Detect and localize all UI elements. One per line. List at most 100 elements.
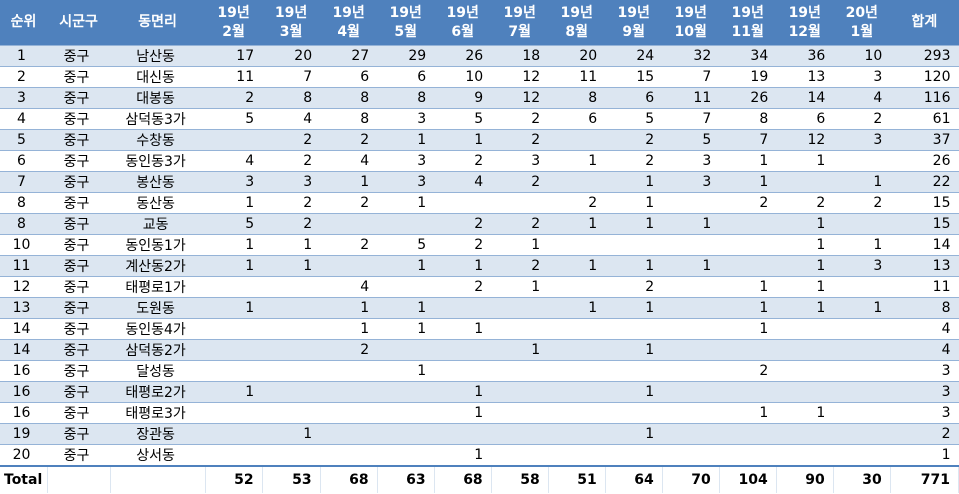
number-cell	[719, 444, 777, 467]
number-cell	[776, 423, 834, 445]
text-cell: 중구	[47, 87, 111, 109]
number-cell: 11	[548, 66, 606, 88]
number-cell: 64	[605, 465, 663, 493]
number-cell: 1	[377, 255, 435, 277]
number-cell	[605, 360, 663, 382]
number-cell: 1	[776, 234, 834, 256]
number-cell: 2	[833, 108, 891, 130]
total-row: Total 52 53 68 63 68 58 51 64 70 104 90 30 771	[0, 465, 959, 493]
number-cell	[205, 318, 263, 340]
number-cell: 2	[434, 150, 492, 172]
table-row: 11 중구 계산동2가 1 1 1 1 2 1 1 1 1 3 13	[0, 255, 959, 277]
number-cell	[205, 402, 263, 424]
number-cell: 2	[434, 234, 492, 256]
number-cell	[605, 444, 663, 467]
column-header: 합계	[890, 0, 959, 46]
number-cell: 2	[491, 129, 549, 151]
text-cell: 중구	[47, 423, 111, 445]
text-cell: 교동	[110, 213, 206, 235]
number-cell: 8	[548, 87, 606, 109]
number-cell	[833, 360, 891, 382]
number-cell: 1	[548, 255, 606, 277]
number-cell: 3	[205, 171, 263, 193]
number-cell	[833, 339, 891, 361]
number-cell	[262, 381, 321, 403]
text-cell: 16	[0, 402, 48, 424]
text-cell: 중구	[47, 108, 111, 130]
text-cell: 상서동	[110, 444, 206, 467]
number-cell: 20	[548, 45, 606, 67]
number-cell	[662, 402, 720, 424]
number-cell: 1	[320, 318, 378, 340]
text-cell: 중구	[47, 381, 111, 403]
text-cell: 중구	[47, 129, 111, 151]
number-cell	[377, 423, 435, 445]
number-cell: 68	[434, 465, 492, 493]
number-cell: 7	[719, 129, 777, 151]
number-cell: 1	[776, 213, 834, 235]
number-cell	[205, 276, 263, 298]
table-row: 6 중구 동인동3가 4 2 4 3 2 3 1 2 3 1 1 26	[0, 150, 959, 172]
number-cell: 1	[605, 171, 663, 193]
number-cell	[491, 423, 549, 445]
number-cell	[833, 444, 891, 467]
table-row: 12 중구 태평로1가 4 2 1 2 1 1 11	[0, 276, 959, 298]
number-cell: 3	[833, 129, 891, 151]
number-cell	[320, 360, 378, 382]
text-cell: 삼덕동2가	[110, 339, 206, 361]
number-cell: 53	[262, 465, 321, 493]
text-cell: 14	[0, 318, 48, 340]
number-cell: 2	[491, 171, 549, 193]
number-cell: 29	[377, 45, 435, 67]
number-cell	[205, 360, 263, 382]
number-cell	[833, 381, 891, 403]
text-cell: 19	[0, 423, 48, 445]
table-row: 14 중구 동인동4가 1 1 1 1 4	[0, 318, 959, 340]
number-cell	[262, 360, 321, 382]
number-cell: 3	[491, 150, 549, 172]
number-cell: 1	[205, 255, 263, 277]
number-cell: 5	[605, 108, 663, 130]
number-cell: 2	[491, 213, 549, 235]
number-cell: 1	[262, 255, 321, 277]
number-cell: 1	[262, 423, 321, 445]
number-cell	[491, 402, 549, 424]
text-cell: 대봉동	[110, 87, 206, 109]
text-cell: 중구	[47, 213, 111, 235]
number-cell: 5	[662, 129, 720, 151]
number-cell	[662, 276, 720, 298]
number-cell: 8	[320, 108, 378, 130]
number-cell: 5	[205, 108, 263, 130]
number-cell	[434, 192, 492, 214]
number-cell: 8	[890, 297, 959, 319]
text-cell: 8	[0, 192, 48, 214]
text-cell: 봉산동	[110, 171, 206, 193]
number-cell	[548, 276, 606, 298]
number-cell: 1	[320, 171, 378, 193]
number-cell: 12	[491, 66, 549, 88]
number-cell: 1	[776, 150, 834, 172]
number-cell	[262, 444, 321, 467]
number-cell: 1	[548, 150, 606, 172]
number-cell	[662, 234, 720, 256]
number-cell: 3	[833, 66, 891, 88]
column-header: 19년 4월	[320, 0, 378, 46]
number-cell: 68	[320, 465, 378, 493]
number-cell: 7	[262, 66, 321, 88]
number-cell	[320, 423, 378, 445]
column-header: 20년 1월	[833, 0, 891, 46]
table-row: 19 중구 장관동 1 1 2	[0, 423, 959, 445]
number-cell: 2	[262, 150, 321, 172]
number-cell: 116	[890, 87, 959, 109]
number-cell: 26	[719, 87, 777, 109]
text-cell: 7	[0, 171, 48, 193]
column-header: 19년 8월	[548, 0, 606, 46]
text-cell: 3	[0, 87, 48, 109]
number-cell: 37	[890, 129, 959, 151]
number-cell	[605, 234, 663, 256]
number-cell: 8	[262, 87, 321, 109]
number-cell: 6	[776, 108, 834, 130]
table-row: 1 중구 남산동 17 20 27 29 26 18 20 24 32 34 36 10 293	[0, 45, 959, 67]
number-cell	[491, 444, 549, 467]
number-cell: 5	[377, 234, 435, 256]
